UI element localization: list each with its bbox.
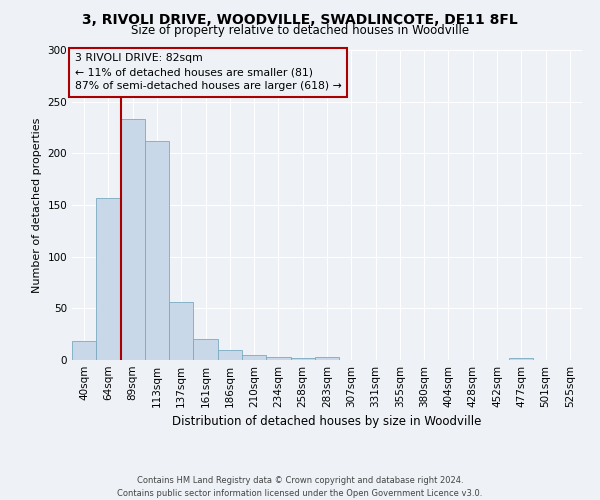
Text: Size of property relative to detached houses in Woodville: Size of property relative to detached ho… (131, 24, 469, 37)
Bar (96, 198, 121, 360)
Bar (242, 355, 266, 360)
Bar (290, 358, 315, 360)
Bar (315, 357, 339, 360)
Bar (509, 358, 533, 360)
Bar (218, 350, 242, 360)
Bar (72, 342, 96, 360)
Text: 3, RIVOLI DRIVE, WOODVILLE, SWADLINCOTE, DE11 8FL: 3, RIVOLI DRIVE, WOODVILLE, SWADLINCOTE,… (82, 12, 518, 26)
X-axis label: Distribution of detached houses by size in Woodville: Distribution of detached houses by size … (172, 416, 482, 428)
Bar (145, 141, 169, 360)
Bar (169, 302, 193, 360)
Bar (266, 357, 290, 360)
Text: 3 RIVOLI DRIVE: 82sqm
← 11% of detached houses are smaller (81)
87% of semi-deta: 3 RIVOLI DRIVE: 82sqm ← 11% of detached … (74, 53, 341, 91)
Bar (193, 340, 218, 360)
Y-axis label: Number of detached properties: Number of detached properties (32, 118, 42, 292)
Bar (121, 119, 145, 360)
Text: Contains HM Land Registry data © Crown copyright and database right 2024.
Contai: Contains HM Land Registry data © Crown c… (118, 476, 482, 498)
